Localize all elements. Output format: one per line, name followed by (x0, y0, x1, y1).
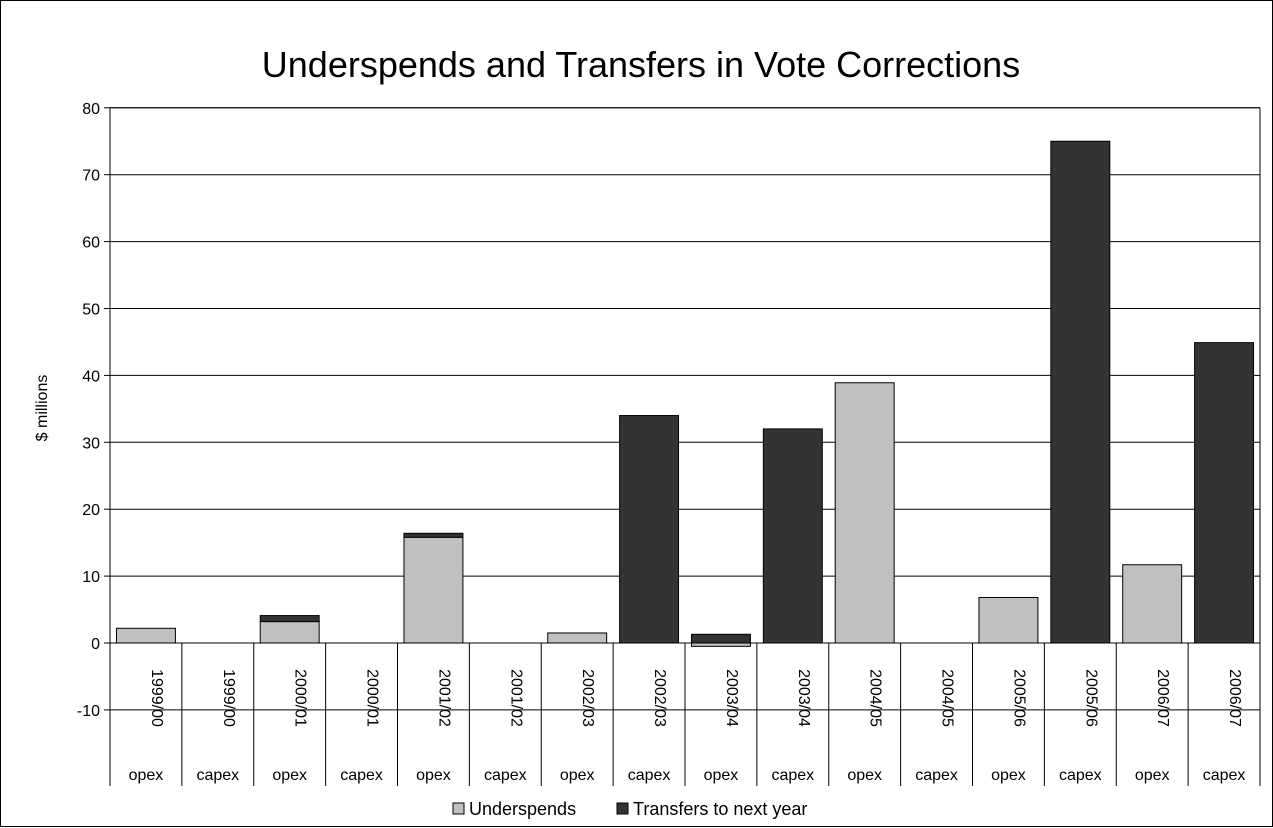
x-tick-label-year: 2000/01 (364, 669, 381, 727)
x-tick-label-year: 2001/02 (435, 669, 452, 727)
axes: -10 0 10 20 30 40 50 60 70 80 1999/00 opex 1999/00 ca… (77, 101, 1261, 786)
chart-title: Underspends and Transfers in Vote Correc… (262, 44, 1020, 85)
x-tick-label-type: opex (560, 767, 595, 784)
bar-underspends (547, 632, 608, 644)
x-tick-label-type: capex (915, 767, 958, 784)
y-tick-label: 30 (82, 435, 100, 452)
legend: Underspends Transfers to next year (452, 799, 807, 819)
x-tick-label-type: opex (704, 767, 739, 784)
x-tick-label-type: opex (991, 767, 1026, 784)
bars (115, 140, 1255, 647)
y-tick-label: 60 (82, 235, 100, 252)
x-tick-label-type: opex (847, 767, 882, 784)
bar-underspends (259, 621, 320, 644)
x-tick-label-year: 2004/05 (867, 669, 884, 727)
x-tick-label-type: opex (129, 767, 164, 784)
x-tick-label-year: 2003/04 (723, 669, 740, 727)
y-tick-label: 0 (91, 636, 100, 653)
x-tick-label-year: 1999/00 (148, 669, 165, 727)
x-tick-label-year: 2006/07 (1226, 669, 1243, 727)
x-tick-label-year: 2001/02 (507, 669, 524, 727)
bar-transfers (690, 633, 751, 644)
x-tick-label-type: opex (272, 767, 307, 784)
bar-transfers (403, 532, 464, 538)
y-tick-label: -10 (77, 703, 100, 720)
bar-transfers (762, 428, 823, 644)
bar-underspends (978, 597, 1039, 644)
y-tick-label: 80 (82, 101, 100, 118)
x-tick-label-type: opex (416, 767, 451, 784)
bar-transfers (619, 415, 680, 644)
x-tick-label-year: 2005/06 (1010, 669, 1027, 727)
x-tick-label-type: capex (1059, 767, 1102, 784)
x-tick-label-type: opex (1135, 767, 1170, 784)
legend-swatch-underspends (452, 802, 465, 815)
bar-transfers (259, 615, 320, 623)
x-tick-label-year: 2000/01 (292, 669, 309, 727)
y-tick-label: 40 (82, 368, 100, 385)
y-tick-label: 10 (82, 569, 100, 586)
bar-underspends (115, 627, 176, 644)
x-tick-label-year: 2005/06 (1082, 669, 1099, 727)
x-tick-label-year: 2006/07 (1154, 669, 1171, 727)
bar-transfers (1050, 140, 1111, 644)
x-tick-label-type: capex (484, 767, 527, 784)
x-tick-label-year: 2002/03 (651, 669, 668, 727)
x-tick-label-type: capex (1203, 767, 1246, 784)
x-tick-label-type: capex (340, 767, 383, 784)
y-tick-label: 50 (82, 302, 100, 319)
bar-underspends (834, 382, 895, 644)
y-tick-label: 20 (82, 502, 100, 519)
gridlines (110, 107, 1260, 577)
bar-underspends (1122, 564, 1183, 644)
legend-swatch-transfers (616, 802, 629, 815)
bar-underspends (690, 642, 751, 647)
x-tick-label-year: 2003/04 (795, 669, 812, 727)
x-tick-label-type: capex (628, 767, 671, 784)
x-tick-label-year: 2002/03 (579, 669, 596, 727)
y-axis-label: $ millions (34, 375, 51, 442)
x-tick-label-type: capex (196, 767, 239, 784)
x-tick-label-year: 2004/05 (939, 669, 956, 727)
x-tick-label-year: 1999/00 (220, 669, 237, 727)
x-tick-label-type: capex (771, 767, 814, 784)
legend-label-underspends: Underspends (469, 799, 576, 819)
bar-underspends (403, 536, 464, 644)
y-tick-label: 70 (82, 168, 100, 185)
legend-label-transfers: Transfers to next year (633, 799, 807, 819)
bar-transfers (1194, 342, 1255, 644)
